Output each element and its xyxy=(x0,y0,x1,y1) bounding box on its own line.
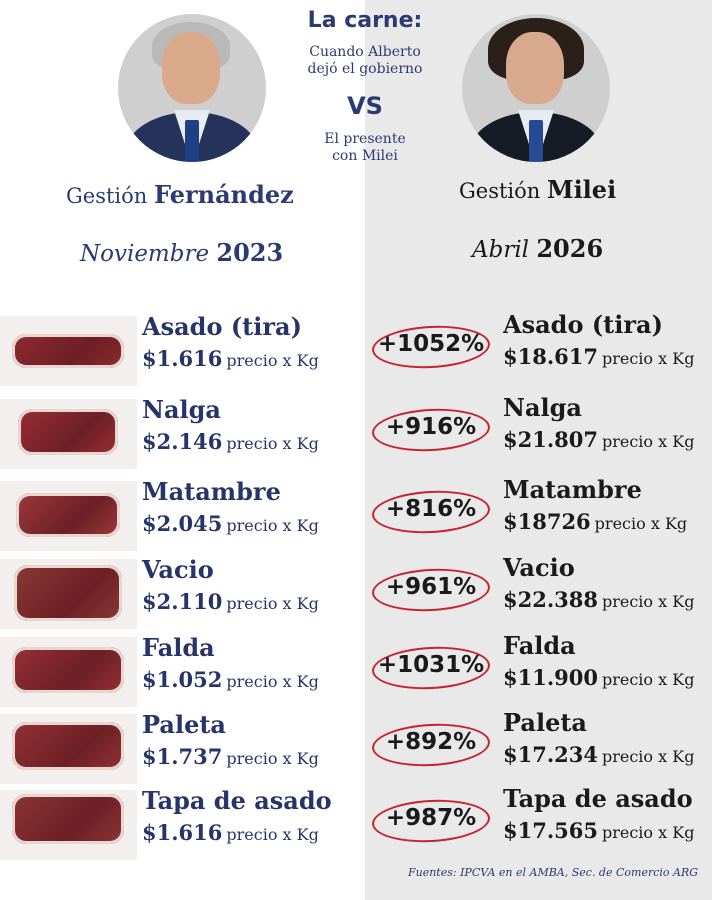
unit-label: precio x Kg xyxy=(601,592,695,611)
price-2023-value: $2.146 xyxy=(142,429,223,454)
meat-photo-icon xyxy=(0,790,137,860)
meat-photo-icon xyxy=(0,316,137,386)
price-2023: $1.737 precio x Kg xyxy=(142,744,319,769)
change-percent: +1052% xyxy=(377,331,485,357)
change-percent: +987% xyxy=(385,805,477,831)
unit-label: precio x Kg xyxy=(226,749,319,768)
unit-label: precio x Kg xyxy=(226,434,319,453)
gestion-milei-label: Gestión Milei xyxy=(459,175,616,204)
cut-name-left: Paleta xyxy=(142,710,226,739)
unit-label: precio x Kg xyxy=(601,670,695,689)
subtitle-top-line2: dejó el gobierno xyxy=(307,61,423,77)
year: 2026 xyxy=(536,234,604,263)
unit-label: precio x Kg xyxy=(594,514,688,533)
change-percent: +892% xyxy=(385,729,477,755)
price-2023-value: $1.616 xyxy=(142,346,223,371)
subtitle-bottom-line2: con Milei xyxy=(332,148,398,164)
unit-label: precio x Kg xyxy=(226,672,319,691)
price-2023-value: $1.737 xyxy=(142,744,223,769)
subtitle-bottom-line1: El presente xyxy=(324,131,406,147)
cut-name-left: Falda xyxy=(142,633,215,662)
cut-name-left: Vacio xyxy=(142,555,214,584)
cut-name-right: Matambre xyxy=(503,475,642,504)
change-percent: +916% xyxy=(385,414,477,440)
price-2023: $1.616 precio x Kg xyxy=(142,346,319,371)
price-2026: $18726 precio x Kg xyxy=(503,509,687,534)
vs-label: VS xyxy=(347,92,383,120)
meat-photo-icon xyxy=(0,559,137,629)
price-2026-value: $17.565 xyxy=(503,818,598,843)
change-percent: +816% xyxy=(385,496,477,522)
unit-label: precio x Kg xyxy=(226,825,319,844)
source-note: Fuentes: IPCVA en el AMBA, Sec. de Comer… xyxy=(408,866,699,879)
date-left: Noviembre 2023 xyxy=(80,238,283,267)
price-2026-value: $18726 xyxy=(503,509,591,534)
month: Abril xyxy=(472,237,530,263)
unit-label: precio x Kg xyxy=(601,747,695,766)
date-right: Abril 2026 xyxy=(472,234,603,263)
subtitle-top-line1: Cuando Alberto xyxy=(309,44,421,60)
price-2023: $2.045 precio x Kg xyxy=(142,511,319,536)
change-percent: +961% xyxy=(385,574,477,600)
price-2023: $1.616 precio x Kg xyxy=(142,820,319,845)
price-2026-value: $18.617 xyxy=(503,344,598,369)
change-badge: +816% xyxy=(370,487,492,537)
unit-label: precio x Kg xyxy=(601,432,695,451)
price-2023-value: $2.045 xyxy=(142,511,223,536)
price-2026-value: $22.388 xyxy=(503,587,598,612)
price-2026: $17.234 precio x Kg xyxy=(503,742,694,767)
year: 2023 xyxy=(216,238,284,267)
unit-label: precio x Kg xyxy=(226,516,319,535)
price-2023-value: $1.052 xyxy=(142,667,223,692)
price-2026: $21.807 precio x Kg xyxy=(503,427,694,452)
change-badge: +916% xyxy=(370,405,492,455)
cut-name-right: Nalga xyxy=(503,393,582,422)
price-2023: $2.146 precio x Kg xyxy=(142,429,319,454)
month: Noviembre xyxy=(80,241,210,267)
change-badge: +1031% xyxy=(370,643,492,693)
unit-label: precio x Kg xyxy=(226,351,319,370)
meat-photo-icon xyxy=(0,399,137,469)
meat-photo-icon xyxy=(0,714,137,784)
cut-name-right: Asado (tira) xyxy=(503,310,663,339)
change-badge: +1052% xyxy=(370,322,492,372)
price-2026: $17.565 precio x Kg xyxy=(503,818,694,843)
change-badge: +987% xyxy=(370,796,492,846)
fernandez-portrait-icon xyxy=(118,14,266,162)
milei-portrait-icon xyxy=(462,14,610,162)
price-2023: $2.110 precio x Kg xyxy=(142,589,319,614)
gestion-prefix: Gestión xyxy=(66,184,148,208)
meat-photo-icon xyxy=(0,637,137,707)
unit-label: precio x Kg xyxy=(226,594,319,613)
unit-label: precio x Kg xyxy=(601,349,695,368)
price-2023-value: $1.616 xyxy=(142,820,223,845)
cut-name-right: Paleta xyxy=(503,708,587,737)
price-2026-value: $21.807 xyxy=(503,427,598,452)
cut-name-left: Nalga xyxy=(142,395,221,424)
cut-name-right: Vacio xyxy=(503,553,575,582)
unit-label: precio x Kg xyxy=(601,823,695,842)
meat-photo-icon xyxy=(0,481,137,551)
price-2026: $18.617 precio x Kg xyxy=(503,344,694,369)
price-2026: $22.388 precio x Kg xyxy=(503,587,694,612)
change-percent: +1031% xyxy=(377,652,485,678)
price-2026: $11.900 precio x Kg xyxy=(503,665,694,690)
gestion-fernandez-label: Gestión Fernández xyxy=(66,180,294,209)
price-2023-value: $2.110 xyxy=(142,589,223,614)
price-2026-value: $11.900 xyxy=(503,665,598,690)
change-badge: +961% xyxy=(370,565,492,615)
cut-name-left: Matambre xyxy=(142,477,281,506)
page-title: La carne: xyxy=(307,8,423,33)
cut-name-left: Tapa de asado xyxy=(142,786,332,815)
price-2026-value: $17.234 xyxy=(503,742,598,767)
cut-name-right: Falda xyxy=(503,631,576,660)
price-2023: $1.052 precio x Kg xyxy=(142,667,319,692)
cut-name-right: Tapa de asado xyxy=(503,784,693,813)
gestion-name: Milei xyxy=(547,175,617,204)
change-badge: +892% xyxy=(370,720,492,770)
cut-name-left: Asado (tira) xyxy=(142,312,302,341)
gestion-prefix: Gestión xyxy=(459,179,541,203)
gestion-name: Fernández xyxy=(154,180,294,209)
